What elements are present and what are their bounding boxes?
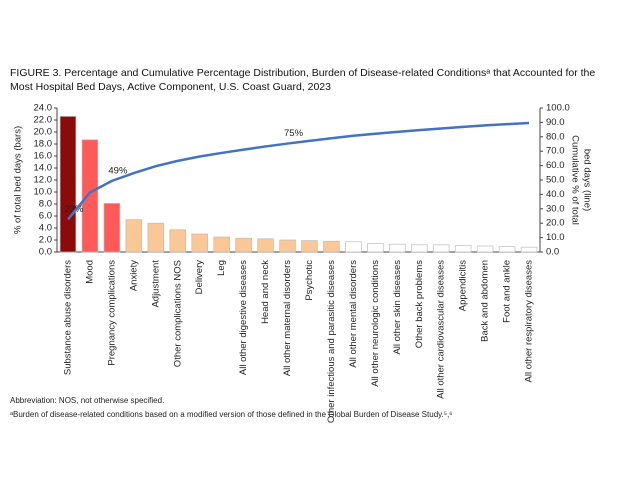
y2-axis-label: bed days (line) [581, 149, 592, 211]
bar [279, 239, 296, 253]
y2-tick-label: 10.0 [546, 232, 565, 243]
note: Abbreviation: NOS, not otherwise specifi… [10, 396, 165, 405]
y2-tick-label: 50.0 [546, 175, 565, 186]
x-tick-label: All other respiratory diseases [524, 260, 535, 383]
x-tick-label: Anxiety [128, 260, 139, 291]
y2-tick-label: 70.0 [546, 146, 565, 157]
bar [103, 203, 121, 253]
x-tick-label: Back and abdomen [480, 260, 491, 342]
y2-tick-label: 90.0 [546, 117, 565, 128]
data-label: 75% [284, 128, 304, 139]
x-tick-label: Leg [216, 260, 227, 276]
bar [191, 233, 208, 253]
line [67, 121, 530, 221]
bar [454, 245, 472, 253]
y-tick-label: 20.0 [34, 127, 53, 138]
x-tick-label: Appendicitis [458, 260, 469, 311]
bar [432, 244, 450, 253]
bar [235, 237, 252, 253]
bar [257, 238, 274, 253]
y-tick-label: 2.0 [39, 235, 52, 246]
x-tick-label: Head and neck [260, 260, 271, 324]
bar [169, 229, 187, 253]
y2-tick-label: 30.0 [546, 203, 565, 214]
y-tick-label: 0.0 [39, 247, 52, 258]
y2-tick-label: 80.0 [546, 131, 565, 142]
y-tick-label: 12.0 [34, 175, 53, 186]
x-tick-label: Substance abuse disorders [62, 260, 73, 375]
bar [345, 241, 362, 253]
x-tick-label: All other neurologic conditions [370, 260, 381, 387]
y-tick-label: 16.0 [34, 151, 53, 162]
bar [323, 240, 340, 253]
y2-tick-label: 60.0 [546, 160, 565, 171]
x-tick-label: Foot and ankle [502, 260, 513, 323]
x-tick-label: Other back problems [414, 260, 425, 348]
y-tick-label: 4.0 [39, 223, 52, 234]
y2-tick-label: 100.0 [546, 103, 570, 114]
y2-tick-label: 0.0 [546, 247, 559, 258]
x-tick-label: Pregnancy complications [106, 260, 117, 366]
y-tick-label: 6.0 [39, 211, 52, 222]
bar [81, 139, 99, 253]
bar [410, 244, 428, 253]
chart-title: FIGURE 3. Percentage and Cumulative Perc… [10, 67, 596, 93]
bar [520, 246, 538, 253]
y-tick-label: 14.0 [34, 163, 53, 174]
y-tick-label: 10.0 [34, 187, 53, 198]
x-tick-label: Psychotic [304, 260, 315, 301]
x-tick-label: Adjustment [150, 260, 161, 308]
note: ᵃBurden of disease-related conditions ba… [10, 410, 453, 419]
bar [125, 219, 143, 253]
y-tick-label: 22.0 [34, 115, 53, 126]
y2-tick-label: 40.0 [546, 189, 565, 200]
bar [367, 243, 384, 253]
x-tick-label: Mood [84, 260, 95, 284]
bar [498, 246, 516, 253]
bar [59, 116, 77, 253]
data-label: 49% [108, 165, 128, 176]
x-tick-label: All other mental disorders [348, 260, 359, 368]
bar [213, 236, 230, 253]
bar [301, 240, 318, 253]
bar [147, 222, 165, 253]
x-tick-label: Delivery [194, 260, 205, 295]
bar [389, 243, 406, 253]
x-tick-label: All other skin diseases [392, 260, 403, 355]
y2-tick-label: 20.0 [546, 218, 565, 229]
data-label: 23% [64, 204, 84, 215]
x-tick-label: All other maternal disorders [282, 260, 293, 376]
y2-axis-label: Cumulative % of total [569, 135, 580, 225]
y-tick-label: 24.0 [34, 103, 53, 114]
x-tick-label: Other complications NOS [172, 260, 183, 367]
y-tick-label: 8.0 [39, 199, 52, 210]
x-tick-label: Other infectious and parasitic diseases [326, 260, 337, 423]
x-tick-label: All other cardiovascular diseases [436, 260, 447, 399]
x-tick-label: All other digestive diseases [238, 260, 249, 375]
y-axis-label: % of total bed days (bars) [13, 126, 24, 234]
y-tick-label: 18.0 [34, 139, 53, 150]
bar [476, 245, 494, 253]
